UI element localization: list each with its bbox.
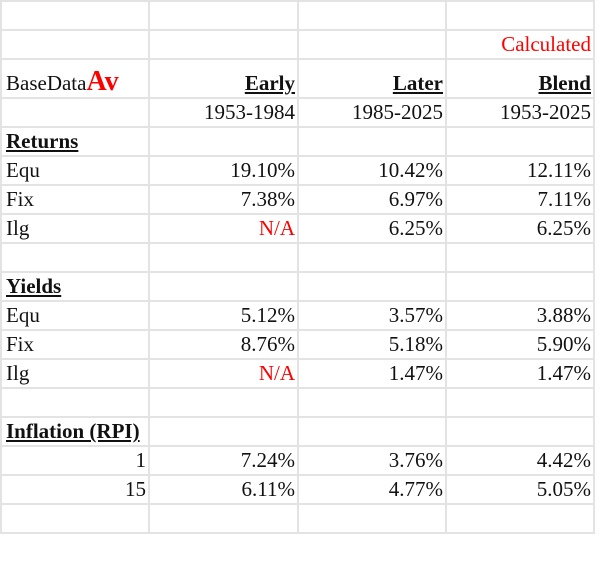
cell[interactable] — [148, 0, 299, 31]
cell[interactable] — [297, 242, 447, 273]
value-later[interactable]: 3.76% — [297, 445, 447, 476]
cell[interactable] — [297, 416, 447, 447]
cell[interactable] — [297, 0, 447, 31]
value-later[interactable]: 4.77% — [297, 474, 447, 505]
table-row: Ilg N/A 6.25% 6.25% — [0, 213, 595, 244]
cell[interactable] — [445, 271, 595, 302]
table-row: Fix 8.76% 5.18% 5.90% — [0, 329, 595, 360]
row-calculated: Calculated — [0, 29, 595, 60]
value-blend[interactable]: 1.47% — [445, 358, 595, 389]
value-blend[interactable]: 4.42% — [445, 445, 595, 476]
calculated-label[interactable]: Calculated — [445, 29, 595, 60]
value-later[interactable]: 6.97% — [297, 184, 447, 215]
title-suffix: Av — [86, 66, 119, 97]
cell[interactable] — [297, 387, 447, 418]
header-blend[interactable]: Blend — [445, 58, 595, 99]
period-blend[interactable]: 1953-2025 — [445, 97, 595, 128]
cell[interactable] — [148, 503, 299, 534]
row-label[interactable]: Ilg — [0, 358, 150, 389]
value-blend[interactable]: 7.11% — [445, 184, 595, 215]
cell[interactable] — [445, 416, 595, 447]
row-yields-heading: Yields — [0, 271, 595, 302]
row-label[interactable]: 1 — [0, 445, 150, 476]
cell[interactable] — [297, 271, 447, 302]
cell[interactable] — [148, 387, 299, 418]
row-label[interactable]: 15 — [0, 474, 150, 505]
row-label[interactable]: Fix — [0, 184, 150, 215]
row-label[interactable]: Ilg — [0, 213, 150, 244]
value-early[interactable]: 19.10% — [148, 155, 299, 186]
table-row: Fix 7.38% 6.97% 7.11% — [0, 184, 595, 215]
period-early[interactable]: 1953-1984 — [148, 97, 299, 128]
header-early[interactable]: Early — [148, 58, 299, 99]
cell[interactable] — [0, 503, 150, 534]
row-headers: BaseDataAv Early Later Blend — [0, 58, 595, 99]
title-cell[interactable]: BaseDataAv — [0, 58, 150, 99]
value-early[interactable]: 7.38% — [148, 184, 299, 215]
cell[interactable] — [0, 29, 150, 60]
row-returns-heading: Returns — [0, 126, 595, 157]
value-blend[interactable]: 6.25% — [445, 213, 595, 244]
row-empty — [0, 242, 595, 273]
cell[interactable] — [148, 29, 299, 60]
row-label[interactable]: Equ — [0, 155, 150, 186]
value-later[interactable]: 6.25% — [297, 213, 447, 244]
row-empty-1 — [0, 0, 595, 31]
value-early[interactable]: 8.76% — [148, 329, 299, 360]
cell[interactable] — [297, 29, 447, 60]
row-label[interactable]: Equ — [0, 300, 150, 331]
value-early[interactable]: N/A — [148, 213, 299, 244]
cell[interactable] — [148, 126, 299, 157]
cell[interactable] — [445, 0, 595, 31]
value-later[interactable]: 1.47% — [297, 358, 447, 389]
cell[interactable] — [0, 0, 150, 31]
table-row: Equ 19.10% 10.42% 12.11% — [0, 155, 595, 186]
period-later[interactable]: 1985-2025 — [297, 97, 447, 128]
cell[interactable] — [445, 503, 595, 534]
cell[interactable] — [0, 242, 150, 273]
value-early[interactable]: N/A — [148, 358, 299, 389]
inflation-heading[interactable]: Inflation (RPI) — [0, 416, 150, 447]
cell[interactable] — [148, 416, 299, 447]
cell[interactable] — [445, 387, 595, 418]
row-periods: 1953-1984 1985-2025 1953-2025 — [0, 97, 595, 128]
title-prefix: BaseData — [6, 71, 87, 95]
cell[interactable] — [0, 97, 150, 128]
value-later[interactable]: 5.18% — [297, 329, 447, 360]
table-row: 1 7.24% 3.76% 4.42% — [0, 445, 595, 476]
header-later[interactable]: Later — [297, 58, 447, 99]
cell[interactable] — [445, 242, 595, 273]
value-early[interactable]: 7.24% — [148, 445, 299, 476]
value-later[interactable]: 10.42% — [297, 155, 447, 186]
cell[interactable] — [148, 242, 299, 273]
cell[interactable] — [297, 126, 447, 157]
value-blend[interactable]: 3.88% — [445, 300, 595, 331]
cell[interactable] — [445, 126, 595, 157]
returns-heading[interactable]: Returns — [0, 126, 150, 157]
value-early[interactable]: 6.11% — [148, 474, 299, 505]
table-row: 15 6.11% 4.77% 5.05% — [0, 474, 595, 505]
spreadsheet-grid: Calculated BaseDataAv Early Later Blend … — [0, 0, 595, 534]
cell[interactable] — [297, 503, 447, 534]
value-blend[interactable]: 12.11% — [445, 155, 595, 186]
row-empty — [0, 503, 595, 534]
value-early[interactable]: 5.12% — [148, 300, 299, 331]
value-blend[interactable]: 5.90% — [445, 329, 595, 360]
cell[interactable] — [0, 387, 150, 418]
value-later[interactable]: 3.57% — [297, 300, 447, 331]
row-empty — [0, 387, 595, 418]
row-inflation-heading: Inflation (RPI) — [0, 416, 595, 447]
table-row: Ilg N/A 1.47% 1.47% — [0, 358, 595, 389]
row-label[interactable]: Fix — [0, 329, 150, 360]
value-blend[interactable]: 5.05% — [445, 474, 595, 505]
cell[interactable] — [148, 271, 299, 302]
yields-heading[interactable]: Yields — [0, 271, 150, 302]
table-row: Equ 5.12% 3.57% 3.88% — [0, 300, 595, 331]
